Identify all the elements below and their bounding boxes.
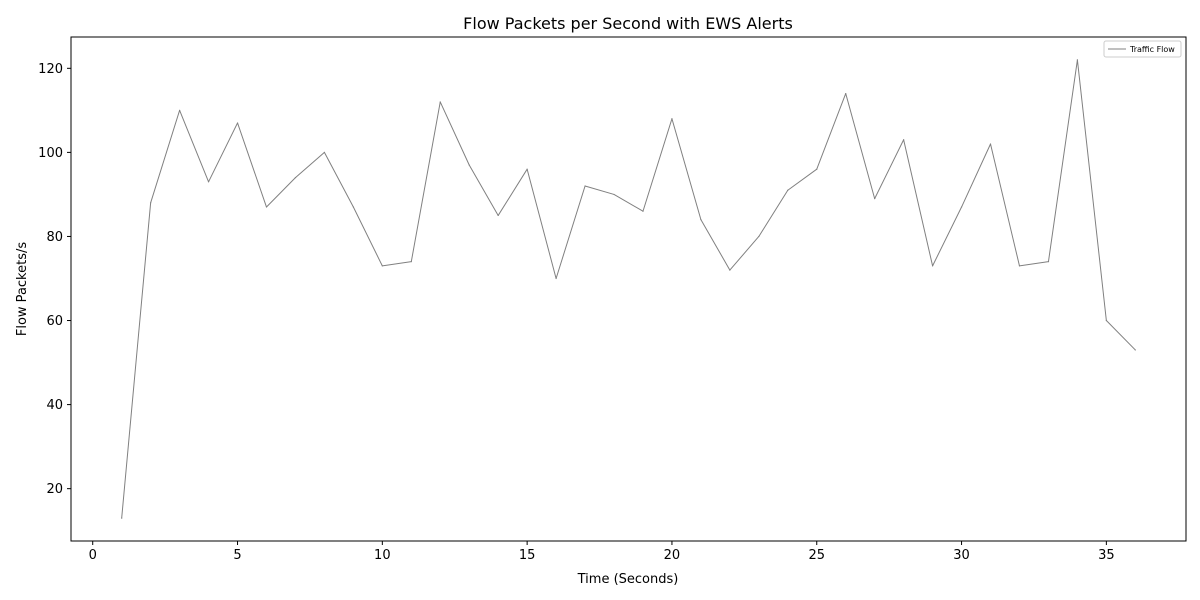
series-layer — [121, 59, 1136, 519]
data-point — [410, 261, 412, 263]
plot-area — [70, 36, 1187, 542]
data-point — [758, 235, 760, 238]
x-axis-label: Time (Seconds) — [577, 572, 679, 587]
x-tick-label: 25 — [808, 548, 825, 563]
data-point — [874, 198, 876, 200]
data-point — [1018, 265, 1021, 267]
x-tick-label: 35 — [1098, 548, 1115, 563]
data-point — [816, 168, 818, 170]
legend-label: Traffic Flow — [1129, 45, 1175, 54]
data-point — [555, 277, 557, 280]
data-point — [787, 189, 789, 191]
data-point — [845, 92, 847, 95]
data-point — [381, 265, 383, 267]
data-point — [584, 185, 586, 187]
data-point — [1047, 261, 1050, 263]
data-point — [960, 206, 963, 208]
chart-title: Flow Packets per Second with EWS Alerts — [463, 14, 793, 33]
x-tick-label: 5 — [233, 548, 241, 563]
x-tick-label: 15 — [519, 548, 536, 563]
y-tick-label: 100 — [38, 146, 63, 161]
data-point — [179, 109, 181, 111]
data-point — [931, 265, 934, 267]
x-axis: 0 5 10 15 20 25 30 35 — [89, 541, 1115, 563]
data-point — [468, 164, 470, 166]
y-tick-label: 40 — [46, 398, 63, 413]
data-point — [1076, 59, 1078, 61]
y-axis-label: Flow Packets/s — [15, 242, 30, 336]
x-tick-label: 20 — [664, 548, 681, 563]
legend: Traffic Flow — [1103, 40, 1182, 58]
data-point — [323, 151, 326, 153]
y-tick-label: 120 — [38, 62, 63, 77]
y-axis: 20 40 60 80 100 120 — [38, 62, 71, 497]
data-point — [265, 206, 268, 208]
data-point — [150, 202, 152, 204]
data-point — [903, 139, 905, 141]
data-point — [207, 181, 210, 183]
x-tick-label: 0 — [89, 548, 97, 563]
data-point — [294, 177, 297, 179]
data-point — [236, 122, 239, 124]
x-tick-label: 10 — [374, 548, 391, 563]
data-point — [1105, 319, 1107, 322]
y-tick-label: 60 — [46, 314, 63, 329]
series-line-traffic-flow — [121, 59, 1136, 519]
data-point — [613, 193, 615, 196]
data-point — [1134, 349, 1136, 351]
x-tick-label: 30 — [953, 548, 970, 563]
data-point — [121, 517, 123, 519]
data-point — [352, 206, 354, 208]
data-point — [497, 214, 499, 217]
data-point — [989, 143, 992, 145]
data-point — [671, 118, 673, 120]
data-point — [729, 269, 731, 271]
data-point — [700, 219, 702, 221]
legend-box — [1103, 40, 1182, 58]
data-point — [439, 101, 441, 103]
data-point — [526, 168, 528, 170]
y-tick-label: 20 — [46, 482, 63, 497]
y-tick-label: 80 — [46, 230, 63, 245]
data-point — [642, 210, 644, 212]
